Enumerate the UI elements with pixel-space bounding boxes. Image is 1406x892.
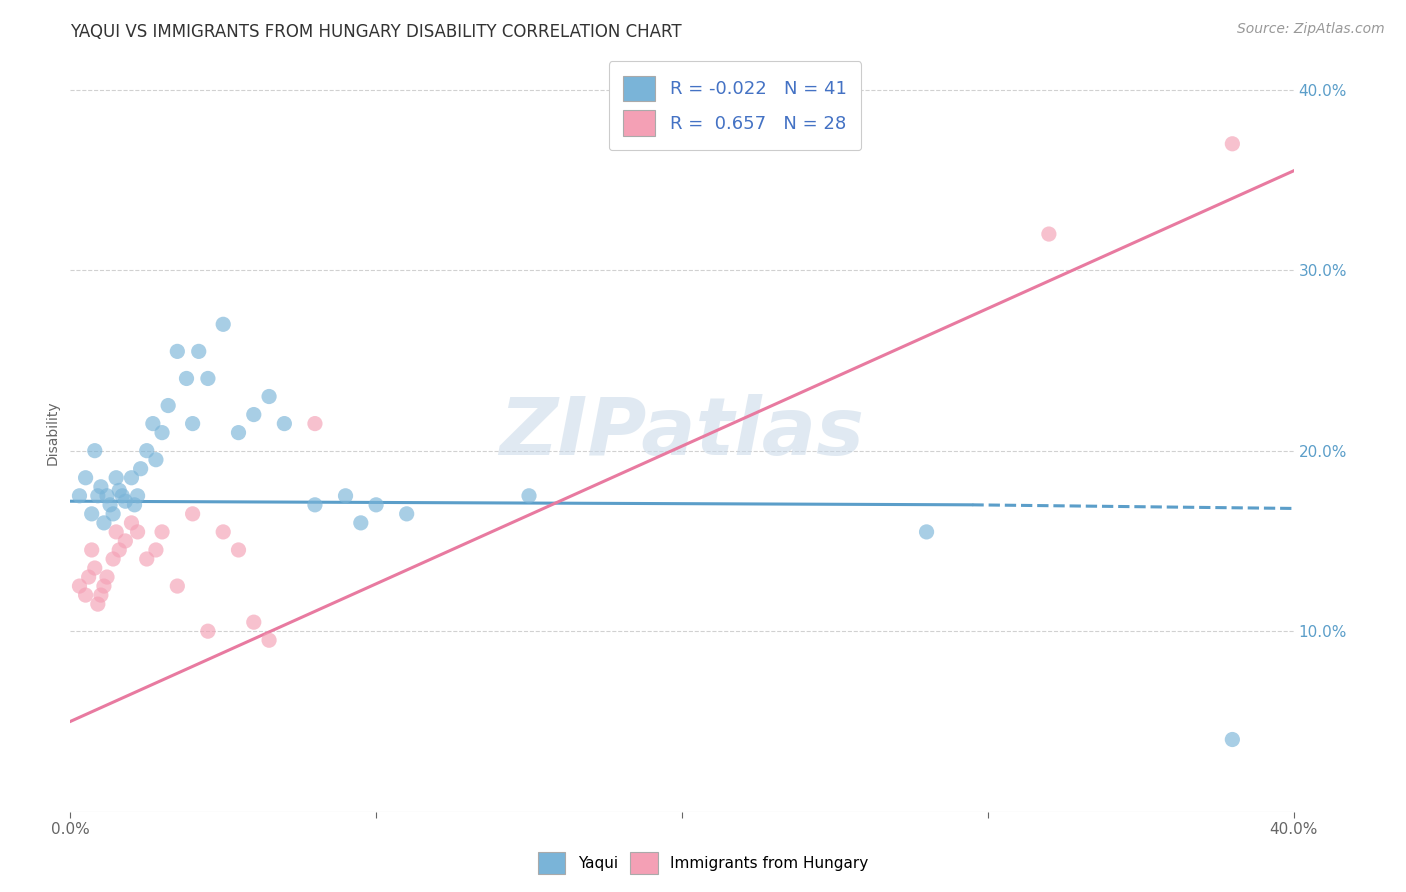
Point [243,615,266,630]
Point [181,507,204,521]
Point [105,471,128,485]
Point [80,543,103,558]
Point [96,570,118,584]
Point [87,597,110,611]
Point [304,498,326,512]
Point [157,399,180,413]
Point [150,425,173,440]
Point [228,425,250,440]
Point [142,417,165,431]
Point [93,579,115,593]
Text: YAQUI VS IMMIGRANTS FROM HUNGARY DISABILITY CORRELATION CHART: YAQUI VS IMMIGRANTS FROM HUNGARY DISABIL… [70,23,682,41]
Point [108,483,131,498]
Point [129,461,152,475]
Point [111,489,134,503]
Point [915,524,938,539]
Point [1220,732,1243,747]
Point [187,344,209,359]
Point [75,588,97,602]
Point [124,498,146,512]
Point [127,524,149,539]
Point [114,494,136,508]
Point [121,471,143,485]
Point [304,417,326,431]
Point [517,489,540,503]
Point [114,533,136,548]
Point [166,344,188,359]
Point [69,489,91,503]
Point [90,588,112,602]
Legend: Yaqui, Immigrants from Hungary: Yaqui, Immigrants from Hungary [531,846,875,880]
Point [166,579,188,593]
Point [243,408,266,422]
Point [145,543,167,558]
Point [145,452,167,467]
Point [98,498,121,512]
Point [135,443,157,458]
Point [127,489,149,503]
Point [197,371,219,385]
Point [108,543,131,558]
Point [176,371,198,385]
Point [273,417,295,431]
Point [197,624,219,639]
Point [366,498,388,512]
Text: Source: ZipAtlas.com: Source: ZipAtlas.com [1237,22,1385,37]
Point [1038,227,1060,241]
Point [77,570,100,584]
Y-axis label: Disability: Disability [46,401,60,465]
Point [96,489,118,503]
Point [101,552,124,566]
Point [212,524,235,539]
Point [83,561,105,575]
Point [90,480,112,494]
Point [101,507,124,521]
Point [350,516,373,530]
Point [1220,136,1243,151]
Point [69,579,91,593]
Point [135,552,157,566]
Point [212,318,235,332]
Point [80,507,103,521]
Text: ZIPatlas: ZIPatlas [499,393,865,472]
Point [257,633,280,648]
Point [121,516,143,530]
Point [395,507,418,521]
Point [75,471,97,485]
Point [105,524,128,539]
Point [87,489,110,503]
Point [181,417,204,431]
Legend: R = -0.022   N = 41, R =  0.657   N = 28: R = -0.022 N = 41, R = 0.657 N = 28 [609,62,862,150]
Point [150,524,173,539]
Point [257,390,280,404]
Point [335,489,357,503]
Point [83,443,105,458]
Point [93,516,115,530]
Point [228,543,250,558]
